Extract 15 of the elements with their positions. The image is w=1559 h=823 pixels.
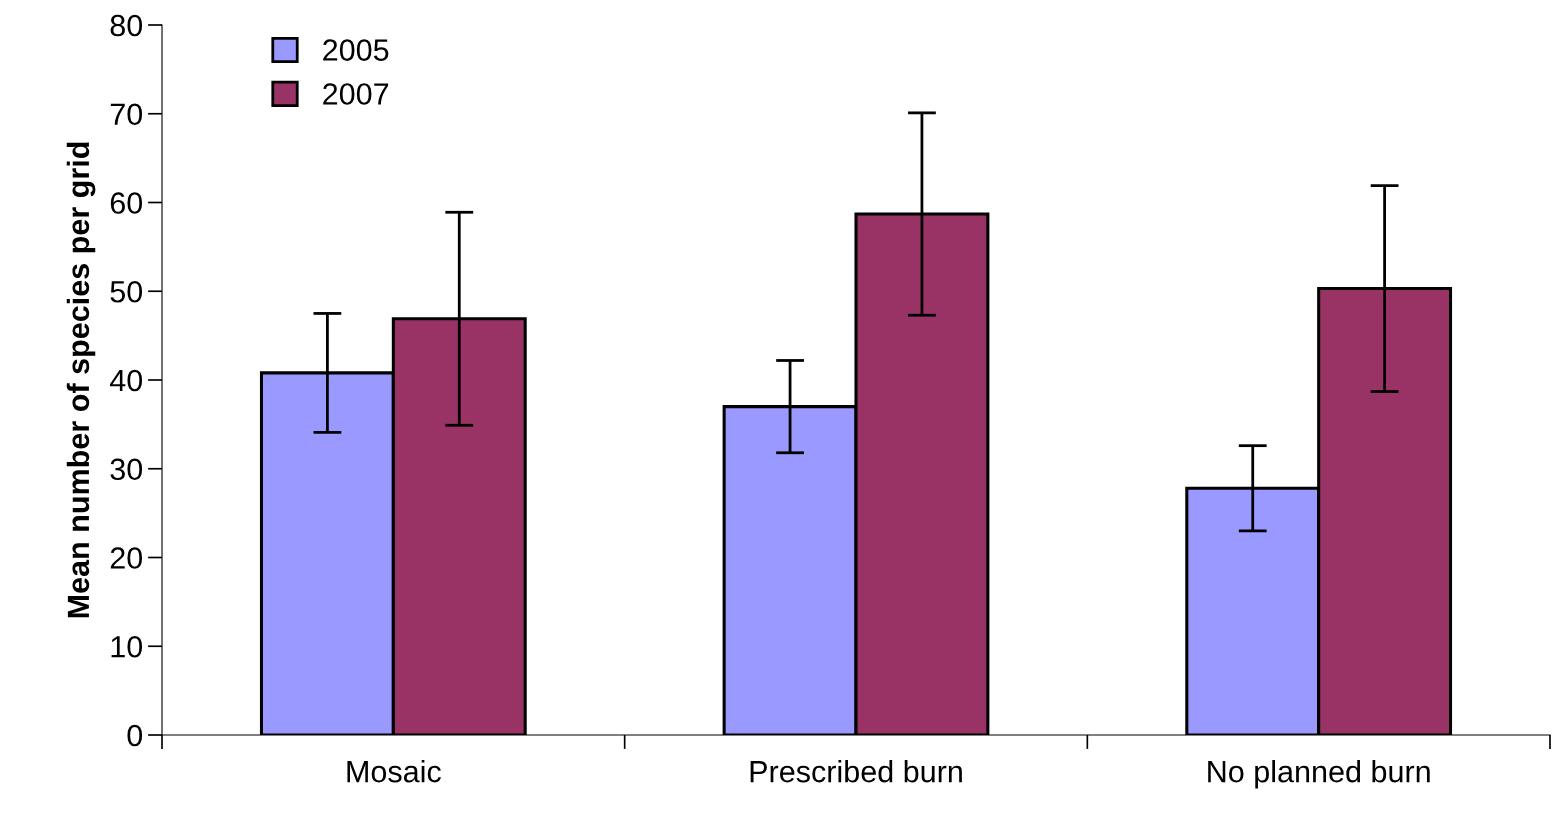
y-tick-label: 50 bbox=[110, 280, 143, 303]
legend-label: 2007 bbox=[323, 83, 389, 105]
y-tick-label: 70 bbox=[110, 103, 143, 126]
y-axis-title: Mean number of species per grid bbox=[66, 142, 96, 618]
y-tick-label: 10 bbox=[111, 635, 143, 658]
x-tick-label: Mosaic bbox=[347, 760, 441, 783]
y-tick-label: 40 bbox=[109, 369, 143, 392]
y-tick-label: 0 bbox=[127, 724, 143, 747]
y-tick-label: 30 bbox=[110, 458, 143, 481]
x-tick-label: Prescribed burn bbox=[750, 760, 962, 783]
y-tick-label: 80 bbox=[110, 14, 143, 37]
legend-label: 2005 bbox=[323, 39, 389, 61]
x-tick-label: No planned burn bbox=[1208, 760, 1430, 789]
y-tick-label: 20 bbox=[110, 547, 143, 569]
y-tick-label: 60 bbox=[110, 192, 143, 214]
